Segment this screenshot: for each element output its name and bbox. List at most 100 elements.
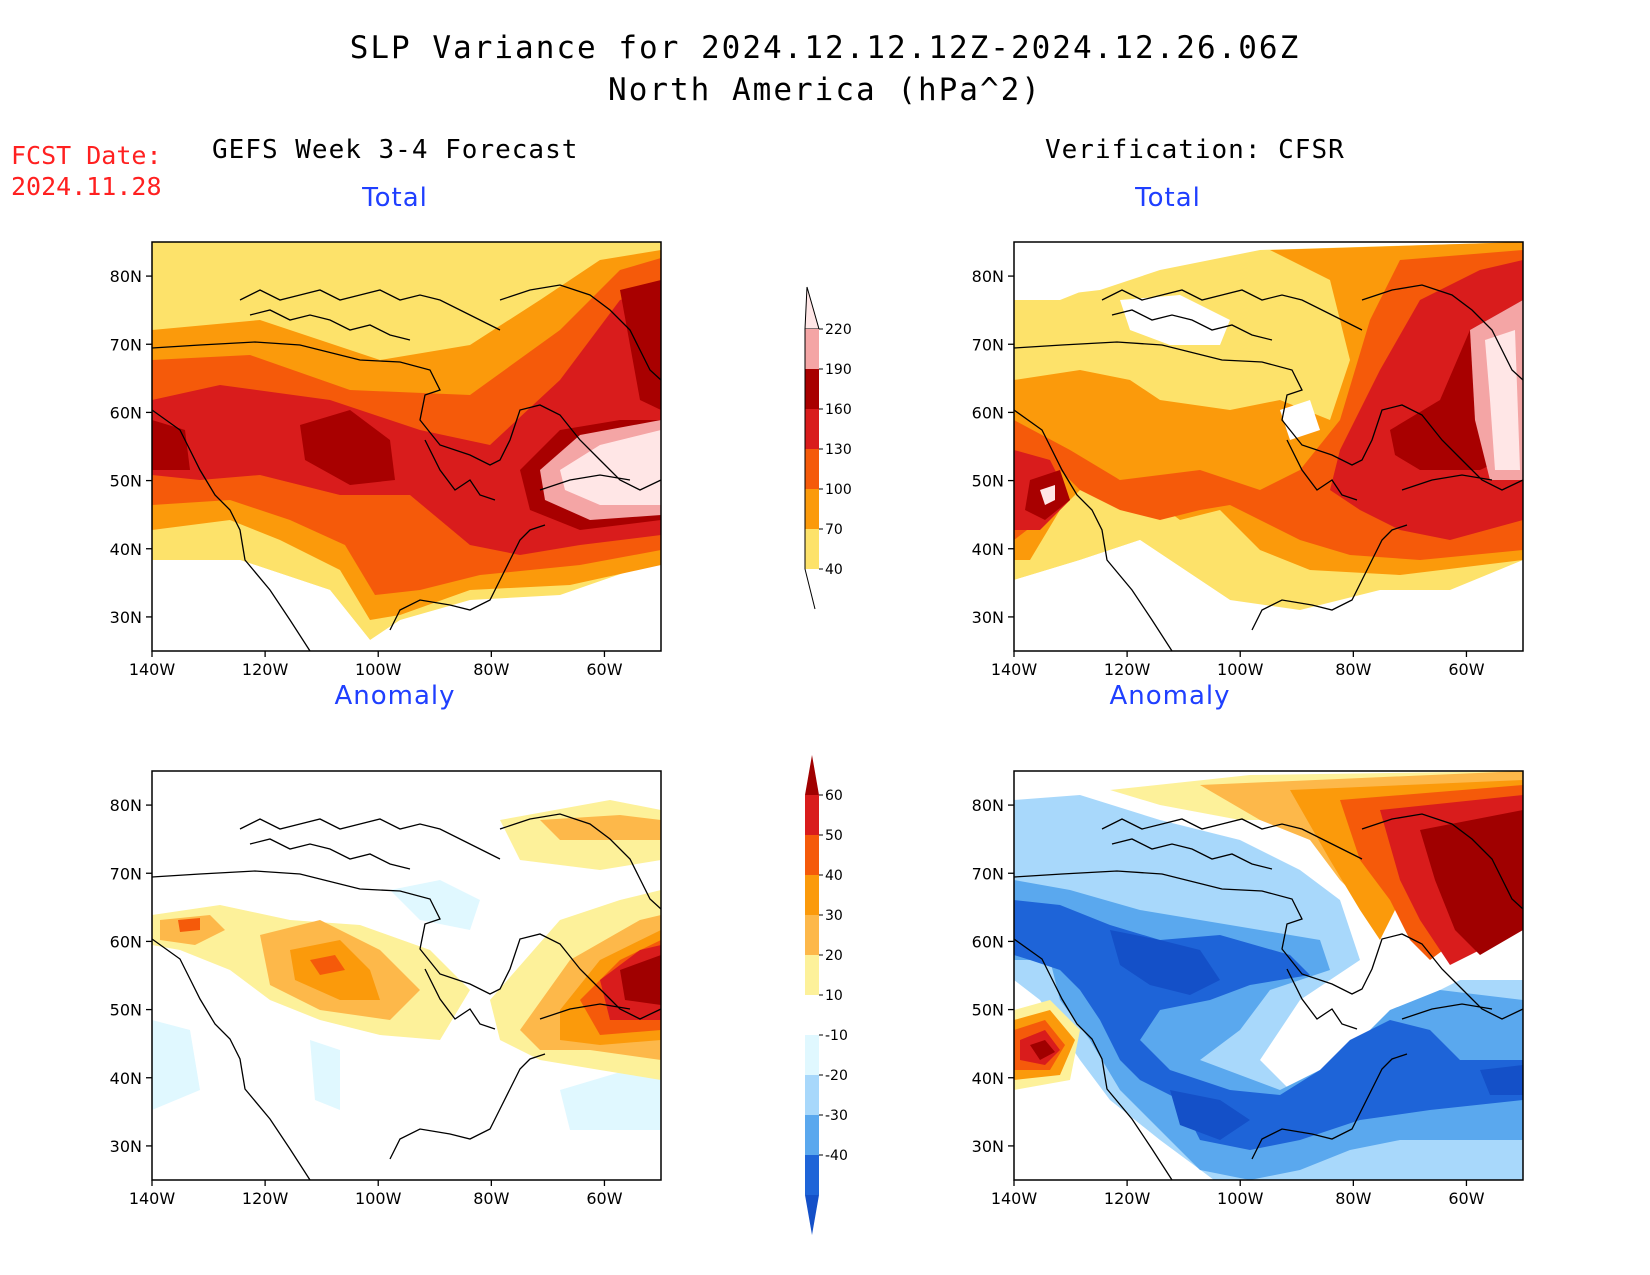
- lat-label-forecast-total: 50N: [110, 472, 142, 491]
- lat-label-forecast-anomaly: 50N: [110, 1001, 142, 1020]
- cbar-anom-bottom-triangle: [805, 1195, 819, 1235]
- lat-label-verification-total: 80N: [972, 267, 1004, 286]
- cbar-total-swatch: [805, 449, 819, 489]
- lon-label-verification-total: 80W: [1335, 660, 1371, 679]
- lat-label-verification-anomaly: 40N: [972, 1069, 1004, 1088]
- frame-verification-total: [1013, 241, 1524, 652]
- cbar-anom-swatch: [805, 995, 819, 1035]
- cbar-anom-label: -40: [825, 1148, 848, 1164]
- cbar-anom-label: 50: [825, 828, 843, 844]
- cbar-total-top-triangle: [804, 286, 820, 330]
- lon-label-forecast-anomaly: 60W: [586, 1189, 622, 1208]
- lon-label-forecast-anomaly: 80W: [473, 1189, 509, 1208]
- cbar-anom-label: 20: [825, 948, 843, 964]
- frame-forecast-anomaly: [151, 770, 662, 1181]
- cbar-total-label: 190: [825, 362, 852, 378]
- cbar-anom-swatch: [805, 955, 819, 995]
- lon-label-verification-anomaly: 80W: [1335, 1189, 1371, 1208]
- panel-title-verification-anomaly: Anomaly: [1109, 681, 1231, 711]
- frame-forecast-total: [151, 241, 662, 652]
- cbar-total-outline: [804, 329, 816, 610]
- colorbar-total: 220 190 160 130 100 70 40: [804, 286, 852, 610]
- lat-label-forecast-total: 30N: [110, 608, 142, 627]
- lat-label-verification-anomaly: 60N: [972, 932, 1004, 951]
- coastlines: [152, 284, 1523, 1180]
- cbar-anom-swatch: [805, 915, 819, 955]
- fcst-date-block: FCST Date: 2024.11.28: [11, 140, 162, 202]
- lat-label-forecast-anomaly: 40N: [110, 1069, 142, 1088]
- cbar-anom-label: -30: [825, 1108, 848, 1124]
- lon-label-verification-total: 120W: [1104, 660, 1151, 679]
- cbar-total-label: 100: [825, 482, 852, 498]
- coastline-forecast-total: [152, 284, 661, 651]
- cbar-total-swatch: [805, 489, 819, 529]
- axes-layer: 80N 70N 60N 50N 40N 30N 140W 120W 100W 80W 60W 80N 7…: [110, 267, 1485, 1208]
- cbar-anom-swatch: [805, 795, 819, 835]
- cbar-total-label: 70: [825, 522, 843, 538]
- lon-label-forecast-total: 100W: [355, 660, 402, 679]
- lat-label-verification-total: 70N: [972, 335, 1004, 354]
- lat-label-forecast-total: 70N: [110, 335, 142, 354]
- left-column-title: GEFS Week 3-4 Forecast: [212, 135, 579, 165]
- map-forecast-total: [152, 242, 661, 651]
- cbar-total-label: 130: [825, 442, 852, 458]
- cbar-anom-swatch: [805, 835, 819, 875]
- lon-label-forecast-anomaly: 120W: [242, 1189, 289, 1208]
- lat-label-forecast-total: 40N: [110, 540, 142, 559]
- cbar-anom-swatch: [805, 1075, 819, 1115]
- colorbar-anomaly: 60 50 40 30 20 10 -10 -20 -30 -40: [805, 755, 848, 1235]
- lat-label-forecast-anomaly: 80N: [110, 796, 142, 815]
- lat-label-verification-total: 30N: [972, 608, 1004, 627]
- lon-label-verification-anomaly: 60W: [1448, 1189, 1484, 1208]
- lon-label-forecast-total: 140W: [129, 660, 176, 679]
- lon-label-forecast-total: 80W: [473, 660, 509, 679]
- map-verification-anomaly: [1014, 771, 1523, 1180]
- cbar-anom-label: 60: [825, 788, 843, 804]
- cbar-anom-swatch: [805, 1115, 819, 1155]
- lon-label-verification-anomaly: 120W: [1104, 1189, 1151, 1208]
- lon-label-forecast-anomaly: 100W: [355, 1189, 402, 1208]
- lon-label-forecast-total: 120W: [242, 660, 289, 679]
- cbar-total-swatch: [805, 529, 819, 569]
- lat-label-verification-anomaly: 30N: [972, 1137, 1004, 1156]
- lon-label-forecast-total: 60W: [586, 660, 622, 679]
- panel-title-verification-total: Total: [1135, 183, 1201, 213]
- coastline-verification-total: [1014, 284, 1523, 651]
- cbar-anom-label: -10: [825, 1028, 848, 1044]
- frame-verification-anomaly: [1013, 770, 1524, 1181]
- main-subtitle: North America (hPa^2): [608, 72, 1042, 108]
- cbar-total-label: 40: [825, 562, 843, 578]
- cbar-total-swatch: [805, 369, 819, 409]
- lat-label-verification-anomaly: 50N: [972, 1001, 1004, 1020]
- panel-title-forecast-anomaly: Anomaly: [334, 681, 456, 711]
- cbar-total-label: 220: [825, 322, 852, 338]
- lat-label-forecast-anomaly: 60N: [110, 932, 142, 951]
- lon-label-verification-anomaly: 100W: [1217, 1189, 1264, 1208]
- coastline-verification-anomaly: [1014, 813, 1523, 1180]
- lat-label-forecast-total: 60N: [110, 403, 142, 422]
- cbar-anom-swatch: [805, 1035, 819, 1075]
- lat-label-forecast-anomaly: 30N: [110, 1137, 142, 1156]
- cbar-anom-swatch: [805, 875, 819, 915]
- lon-label-verification-anomaly: 140W: [991, 1189, 1038, 1208]
- cbar-anom-label: 10: [825, 988, 843, 1004]
- right-column-title: Verification: CFSR: [1045, 135, 1345, 165]
- lat-label-verification-total: 60N: [972, 403, 1004, 422]
- lat-label-verification-anomaly: 70N: [972, 864, 1004, 883]
- lon-label-verification-total: 140W: [991, 660, 1038, 679]
- cbar-anom-top-triangle: [805, 755, 819, 795]
- main-title: SLP Variance for 2024.12.12.12Z-2024.12.…: [349, 30, 1301, 66]
- cbar-total-swatch: [805, 409, 819, 449]
- coastline-forecast-anomaly: [152, 813, 661, 1180]
- cbar-anom-label: -20: [825, 1068, 848, 1084]
- cbar-anom-label: 30: [825, 908, 843, 924]
- map-forecast-anomaly: [152, 771, 661, 1180]
- lon-label-verification-total: 60W: [1448, 660, 1484, 679]
- fcst-date-value: 2024.11.28: [11, 172, 162, 201]
- lon-label-forecast-anomaly: 140W: [129, 1189, 176, 1208]
- lat-label-forecast-anomaly: 70N: [110, 864, 142, 883]
- cbar-total-label: 160: [825, 402, 852, 418]
- lat-label-verification-total: 40N: [972, 540, 1004, 559]
- fcst-date-label: FCST Date:: [11, 141, 162, 170]
